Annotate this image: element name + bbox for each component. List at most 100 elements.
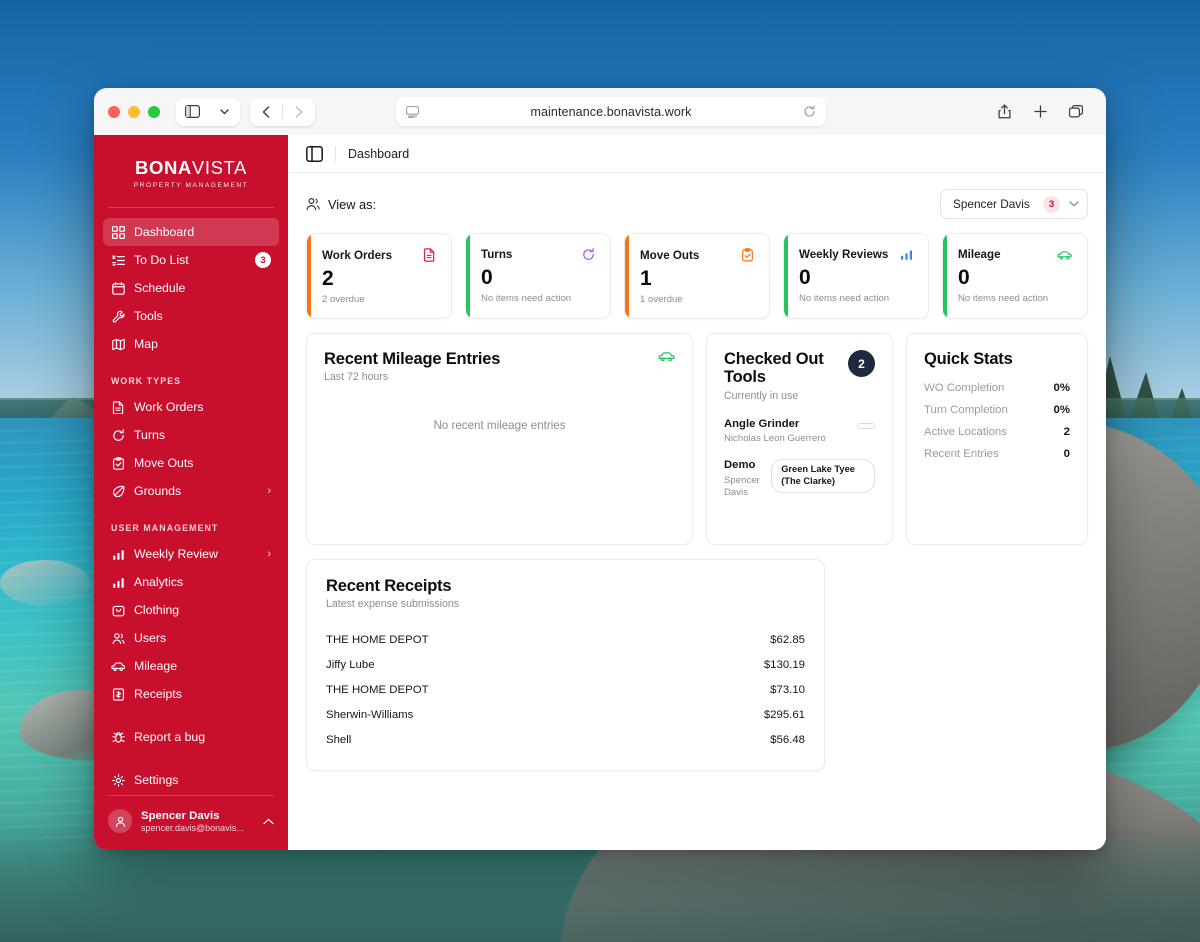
sidebar-item-report-a-bug[interactable]: Report a bug	[103, 723, 279, 751]
reload-icon[interactable]	[803, 105, 816, 118]
tool-info: Angle Grinder Nicholas Leon Guerrero	[724, 418, 826, 446]
stat-subtext: No items need action	[958, 293, 1049, 304]
browser-toolbar: maintenance.bonavista.work	[94, 88, 1106, 135]
user-avatar-icon	[108, 809, 132, 834]
chevron-down-icon[interactable]	[208, 98, 240, 126]
sidebar-nav: Dashboard To Do List 3 Schedule	[94, 208, 288, 795]
chevron-right-icon: ›	[267, 484, 271, 497]
sidebar-item-to-do-list[interactable]: To Do List 3	[103, 246, 279, 274]
bar-chart-icon	[111, 575, 125, 589]
clipboard-check-icon	[111, 456, 125, 470]
stat-subtext: No items need action	[481, 293, 572, 304]
sidebar-label: Move Outs	[134, 456, 194, 470]
account-text: Spencer Davis spencer.davis@bonavis...	[141, 809, 244, 835]
checked-out-tools-card: Checked Out Tools Currently in use 2 Ang…	[706, 333, 893, 545]
new-tab-icon[interactable]	[1024, 98, 1056, 126]
document-icon	[111, 400, 125, 414]
card-header: Checked Out Tools Currently in use 2	[724, 350, 875, 402]
dashboard-content: View as: Spencer Davis 3 Work Order	[288, 173, 1106, 850]
sidebar-item-analytics[interactable]: Analytics	[103, 568, 279, 596]
sidebar-toggle-icon[interactable]	[176, 98, 208, 126]
sidebar-item-settings[interactable]: Settings	[103, 766, 279, 794]
users-icon	[111, 631, 125, 645]
stat-header: Turns	[481, 248, 595, 261]
chevron-down-icon[interactable]	[1069, 201, 1079, 207]
stat-card-weekly-reviews[interactable]: Weekly Reviews 0 No items need action	[783, 233, 929, 319]
tool-user: Spencer Davis	[724, 475, 760, 498]
quick-stat-value: 2	[1063, 426, 1070, 439]
stat-card-turns[interactable]: Turns 0 No items need action	[465, 233, 611, 319]
sidebar-item-tools[interactable]: Tools	[103, 302, 279, 330]
sidebar-item-turns[interactable]: Turns	[103, 421, 279, 449]
stat-value: 0	[799, 266, 811, 289]
table-row[interactable]: THE HOME DEPOT $73.10	[326, 677, 805, 702]
stat-title: Mileage	[958, 248, 1001, 261]
table-row[interactable]: Jiffy Lube $130.19	[326, 652, 805, 677]
sidebar-item-work-orders[interactable]: Work Orders	[103, 393, 279, 421]
gear-icon	[111, 773, 125, 787]
reader-view-icon[interactable]	[406, 105, 419, 118]
stat-card-mileage[interactable]: Mileage 0 No items need action	[942, 233, 1088, 319]
navigation-buttons	[250, 97, 315, 126]
bar-chart-icon	[900, 248, 913, 261]
sidebar-item-mileage[interactable]: Mileage	[103, 652, 279, 680]
sidebar-account[interactable]: Spencer Davis spencer.davis@bonavis...	[108, 794, 274, 851]
stat-subtext: 2 overdue	[322, 294, 365, 305]
url-text: maintenance.bonavista.work	[530, 104, 692, 119]
forward-icon[interactable]	[283, 98, 315, 126]
sidebar-item-move-outs[interactable]: Move Outs	[103, 449, 279, 477]
sidebar-item-clothing[interactable]: Clothing	[103, 596, 279, 624]
stat-card-move-outs[interactable]: Move Outs 1 1 overdue	[624, 233, 770, 319]
table-row[interactable]: THE HOME DEPOT $62.85	[326, 627, 805, 652]
car-icon	[111, 659, 125, 673]
sidebar-item-receipts[interactable]: Receipts	[103, 680, 279, 708]
sidebar-item-weekly-review[interactable]: Weekly Review ›	[103, 540, 279, 568]
recent-receipts-card: Recent Receipts Latest expense submissio…	[306, 559, 825, 772]
window-body: BONAVISTA PROPERTY MANAGEMENT Dashboard …	[94, 135, 1106, 850]
zoom-window-button[interactable]	[148, 105, 160, 118]
breadcrumb: Dashboard	[348, 146, 410, 161]
receipt-vendor: Shell	[326, 733, 352, 746]
view-as-select[interactable]: Spencer Davis 3	[940, 189, 1088, 219]
card-title: Checked Out Tools	[724, 350, 824, 387]
chevron-up-icon[interactable]	[263, 818, 274, 825]
list-item[interactable]: Angle Grinder Nicholas Leon Guerrero	[724, 418, 875, 446]
tab-overview-icon[interactable]	[1060, 98, 1092, 126]
address-bar[interactable]: maintenance.bonavista.work	[396, 97, 826, 126]
sidebar-item-schedule[interactable]: Schedule	[103, 274, 279, 302]
sidebar-label: Settings	[134, 773, 179, 787]
quick-stat-value: 0%	[1053, 382, 1070, 395]
stat-value: 0	[958, 266, 970, 289]
sidebar-label: Report a bug	[134, 730, 206, 744]
leaf-icon	[111, 484, 125, 498]
sidebar-item-dashboard[interactable]: Dashboard	[103, 218, 279, 246]
card-header: Recent Mileage Entries Last 72 hours	[324, 350, 675, 383]
stat-card-work-orders[interactable]: Work Orders 2 2 overdue	[306, 233, 452, 319]
quick-stat-row: Recent Entries 0	[924, 448, 1070, 460]
tool-name: Demo	[724, 459, 756, 472]
stat-title: Work Orders	[322, 248, 393, 262]
table-row[interactable]: Shell $56.48	[326, 727, 805, 752]
table-row[interactable]: Sherwin-Williams $295.61	[326, 702, 805, 727]
brand-logo[interactable]: BONAVISTA PROPERTY MANAGEMENT	[108, 135, 274, 208]
sidebar-label: Work Orders	[134, 400, 204, 414]
app-sidebar: BONAVISTA PROPERTY MANAGEMENT Dashboard …	[94, 135, 288, 850]
quick-stat-row: Turn Completion 0%	[924, 404, 1070, 416]
share-icon[interactable]	[988, 98, 1020, 126]
sidebar-item-grounds[interactable]: Grounds ›	[103, 477, 279, 505]
receipt-vendor: Jiffy Lube	[326, 658, 375, 671]
minimize-window-button[interactable]	[128, 105, 140, 118]
back-icon[interactable]	[250, 98, 282, 126]
to-do-list-badge: 3	[255, 252, 271, 268]
car-icon	[1057, 249, 1072, 261]
quick-stat-label: Active Locations	[924, 426, 1007, 439]
sidebar-label: Users	[134, 631, 167, 645]
card-title-group: Checked Out Tools Currently in use	[724, 350, 840, 402]
list-item[interactable]: Demo Spencer Davis Green Lake Tyee (The …	[724, 459, 875, 499]
close-window-button[interactable]	[108, 105, 120, 118]
panel-toggle-icon[interactable]	[306, 145, 323, 162]
sidebar-item-users[interactable]: Users	[103, 624, 279, 652]
sidebar-item-map[interactable]: Map	[103, 330, 279, 358]
receipt-vendor: Sherwin-Williams	[326, 708, 414, 721]
receipt-amount: $62.85	[770, 633, 805, 646]
